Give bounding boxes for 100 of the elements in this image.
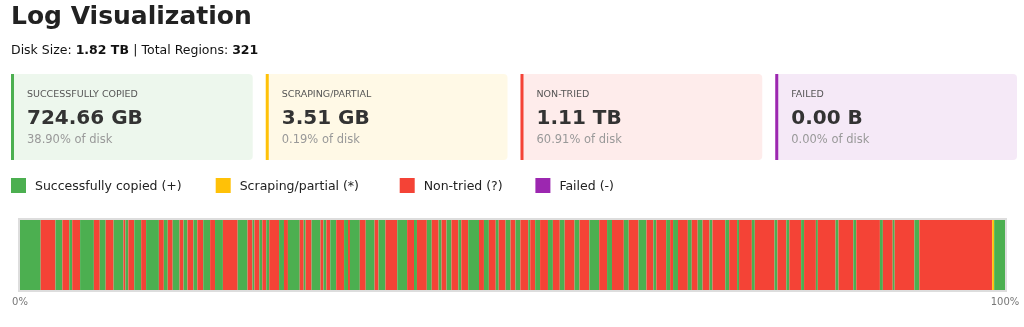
bar <box>305 220 312 290</box>
bar <box>215 220 223 290</box>
bar <box>535 220 541 290</box>
text: 0.00% of disk <box>791 132 870 146</box>
bar <box>134 220 142 290</box>
bar <box>483 220 489 290</box>
bar <box>128 220 135 290</box>
bar <box>817 220 836 290</box>
bar <box>754 220 775 290</box>
bar <box>856 220 880 290</box>
bar <box>397 220 408 290</box>
bar <box>438 220 442 290</box>
bar <box>210 220 216 290</box>
bar <box>677 220 688 290</box>
bar <box>725 220 730 290</box>
bar <box>158 220 164 290</box>
bar <box>336 220 345 290</box>
bar <box>786 220 790 290</box>
bar <box>163 220 168 290</box>
bar <box>919 220 993 290</box>
bar <box>804 220 816 290</box>
legend-label: Failed (-) <box>559 178 614 193</box>
bar <box>739 220 752 290</box>
bar <box>520 220 529 290</box>
text: Disk Size: 1.82 TB | Total Regions: 321 <box>11 42 259 57</box>
x-tick-label: 0% <box>12 296 28 307</box>
bar <box>426 220 432 290</box>
bar <box>468 220 480 290</box>
bar <box>599 220 608 290</box>
bar <box>461 220 469 290</box>
bar <box>801 220 805 290</box>
bar <box>146 220 159 290</box>
bar <box>702 220 710 290</box>
bar <box>72 220 81 290</box>
category-label: SUCCESSFULLY COPIED <box>27 88 138 99</box>
bar <box>441 220 447 290</box>
bar <box>914 220 920 290</box>
bar <box>203 220 211 290</box>
bar <box>670 220 674 290</box>
text: 0.00 B <box>791 105 863 129</box>
text: Log Visualization <box>11 1 252 30</box>
bar <box>505 220 511 290</box>
bar <box>789 220 802 290</box>
bar <box>55 220 63 290</box>
bar <box>673 220 678 290</box>
bar <box>269 220 280 290</box>
bar <box>193 220 198 290</box>
bar <box>197 220 204 290</box>
category-label: NON-TRIED <box>536 88 590 99</box>
bar <box>344 220 349 290</box>
bar <box>40 220 56 290</box>
bar <box>262 220 267 290</box>
bar <box>697 220 703 290</box>
bar <box>385 220 398 290</box>
bar <box>20 220 41 290</box>
bar <box>994 220 1005 290</box>
legend-label: Scraping/partial (*) <box>239 178 360 193</box>
bar <box>579 220 590 290</box>
bar <box>646 220 654 290</box>
bar <box>611 220 624 290</box>
text: 1.11 TB <box>536 105 622 129</box>
bar <box>564 220 575 290</box>
bar <box>623 220 629 290</box>
bar <box>187 220 194 290</box>
bar <box>311 220 321 290</box>
bar <box>589 220 600 290</box>
bar <box>374 220 379 290</box>
bar <box>416 220 427 290</box>
bar <box>179 220 184 290</box>
bar <box>712 220 726 290</box>
bar <box>326 220 331 290</box>
bar <box>414 220 417 290</box>
bar <box>777 220 787 290</box>
category-label: SCRAPING/PARTIAL <box>281 88 372 99</box>
bar <box>879 220 883 290</box>
legend-label: Successfully copied (+) <box>35 178 182 193</box>
bar <box>666 220 671 290</box>
bar <box>105 220 114 290</box>
text: 60.91% of disk <box>536 132 623 146</box>
bar <box>113 220 124 290</box>
bar <box>853 220 857 290</box>
bar <box>495 220 499 290</box>
text: 3.51 GB <box>281 105 370 129</box>
bar <box>299 220 304 290</box>
bar <box>330 220 337 290</box>
bar <box>656 220 667 290</box>
bar <box>458 220 462 290</box>
bar <box>259 220 263 290</box>
bar <box>835 220 839 290</box>
bar <box>431 220 439 290</box>
bar <box>349 220 360 290</box>
bar <box>653 220 657 290</box>
x-tick-label: 100% <box>990 296 1020 307</box>
bar <box>687 220 692 290</box>
bar <box>62 220 70 290</box>
bar <box>287 220 300 290</box>
bar <box>552 220 560 290</box>
bar <box>266 220 270 290</box>
bar <box>365 220 375 290</box>
bar <box>729 220 738 290</box>
